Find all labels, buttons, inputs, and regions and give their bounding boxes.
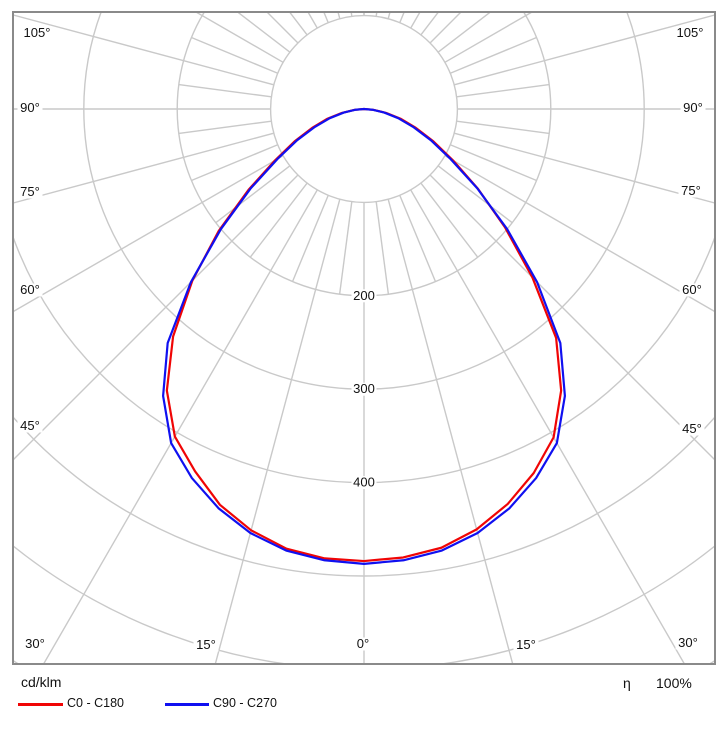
grid-ray-minor	[375, 12, 378, 17]
grid-ring	[13, 544, 715, 664]
label-halo	[680, 101, 706, 115]
grid-ray-minor	[350, 12, 353, 17]
grid-ray-major	[444, 155, 715, 313]
grid-ray-minor	[456, 120, 550, 135]
label-halo	[21, 26, 53, 40]
grid-ray-minor	[178, 120, 272, 135]
grid-ray-minor	[191, 144, 278, 182]
label-halo	[17, 283, 43, 297]
label-halo	[351, 289, 377, 303]
angle-label: 30°	[25, 636, 45, 651]
grid-ray-minor	[178, 83, 272, 98]
grid-ray-major	[13, 14, 274, 86]
label-halo	[354, 637, 372, 651]
legend-swatch-c0-c180	[18, 703, 63, 706]
grid-ray-major	[410, 12, 421, 29]
label-halo	[675, 636, 701, 650]
angle-label: 60°	[682, 282, 702, 297]
label-halo	[17, 101, 43, 115]
label-halo	[351, 382, 377, 396]
grid-ray-major	[454, 132, 715, 204]
angle-label: 15°	[196, 637, 216, 652]
grid-ray-major	[42, 189, 318, 664]
curve-c90-c270	[162, 107, 566, 565]
grid-ray-major	[13, 132, 274, 204]
grid-ray-minor	[291, 195, 329, 282]
label-halo	[679, 283, 705, 297]
grid-ray-major	[13, 155, 284, 313]
label-halo	[17, 185, 43, 199]
label-halo	[679, 422, 705, 436]
angle-label: 105°	[24, 25, 51, 40]
efficiency-value: 100%	[656, 675, 692, 691]
plot-border	[12, 11, 716, 665]
label-halo	[193, 638, 219, 652]
grid-ray-minor	[456, 83, 550, 98]
angle-label: 30°	[678, 635, 698, 650]
angle-label: 15°	[516, 637, 536, 652]
ring-value-label: 400	[353, 475, 375, 490]
angle-label: 75°	[681, 183, 701, 198]
efficiency-symbol: η	[623, 675, 631, 691]
legend-swatch-c90-c270	[165, 703, 209, 706]
angle-label: 90°	[683, 100, 703, 115]
label-halo	[674, 26, 706, 40]
ring-value-label: 200	[353, 288, 375, 303]
angle-label: 45°	[20, 418, 40, 433]
grid-ray-minor	[420, 182, 479, 258]
grid-ray-major	[429, 174, 715, 461]
label-halo	[351, 476, 377, 490]
grid-ray-minor	[288, 12, 308, 36]
grid-ray-minor	[420, 12, 440, 36]
label-halo	[513, 638, 539, 652]
grid-ray-minor	[450, 144, 537, 182]
grid-ray-major	[387, 12, 391, 19]
grid-ray-minor	[375, 201, 390, 295]
grid-ray-minor	[191, 36, 278, 74]
grid-ray-minor	[437, 165, 513, 224]
grid-ray-major	[454, 14, 715, 86]
label-halo	[22, 637, 48, 651]
legend-label-c90-c270: C90 - C270	[213, 696, 277, 710]
angle-label: 75°	[20, 184, 40, 199]
grid-ray-major	[410, 189, 686, 664]
unit-label: cd/klm	[21, 674, 62, 690]
angle-label: 0°	[357, 636, 369, 651]
grid-ray-minor	[249, 182, 308, 258]
grid-ray-minor	[215, 165, 291, 224]
grid-ray-major	[387, 199, 514, 664]
grid-ray-major	[337, 12, 341, 19]
label-halo	[17, 419, 43, 433]
grid-ray-minor	[338, 201, 353, 295]
angle-label: 90°	[20, 100, 40, 115]
grid-ray-minor	[450, 36, 537, 74]
angle-label: 105°	[677, 25, 704, 40]
grid-ray-minor	[399, 195, 437, 282]
legend-label-c0-c180: C0 - C180	[67, 696, 124, 710]
grid-ray-major	[214, 199, 341, 664]
angle-label: 45°	[682, 421, 702, 436]
angle-label: 60°	[20, 282, 40, 297]
label-halo	[678, 184, 704, 198]
grid-ray-major	[307, 12, 318, 29]
ring-value-label: 300	[353, 381, 375, 396]
grid-ray-minor	[236, 12, 291, 53]
grid-ray-minor	[437, 12, 492, 53]
grid-ray-major	[13, 174, 299, 461]
grid-ring	[13, 234, 715, 484]
